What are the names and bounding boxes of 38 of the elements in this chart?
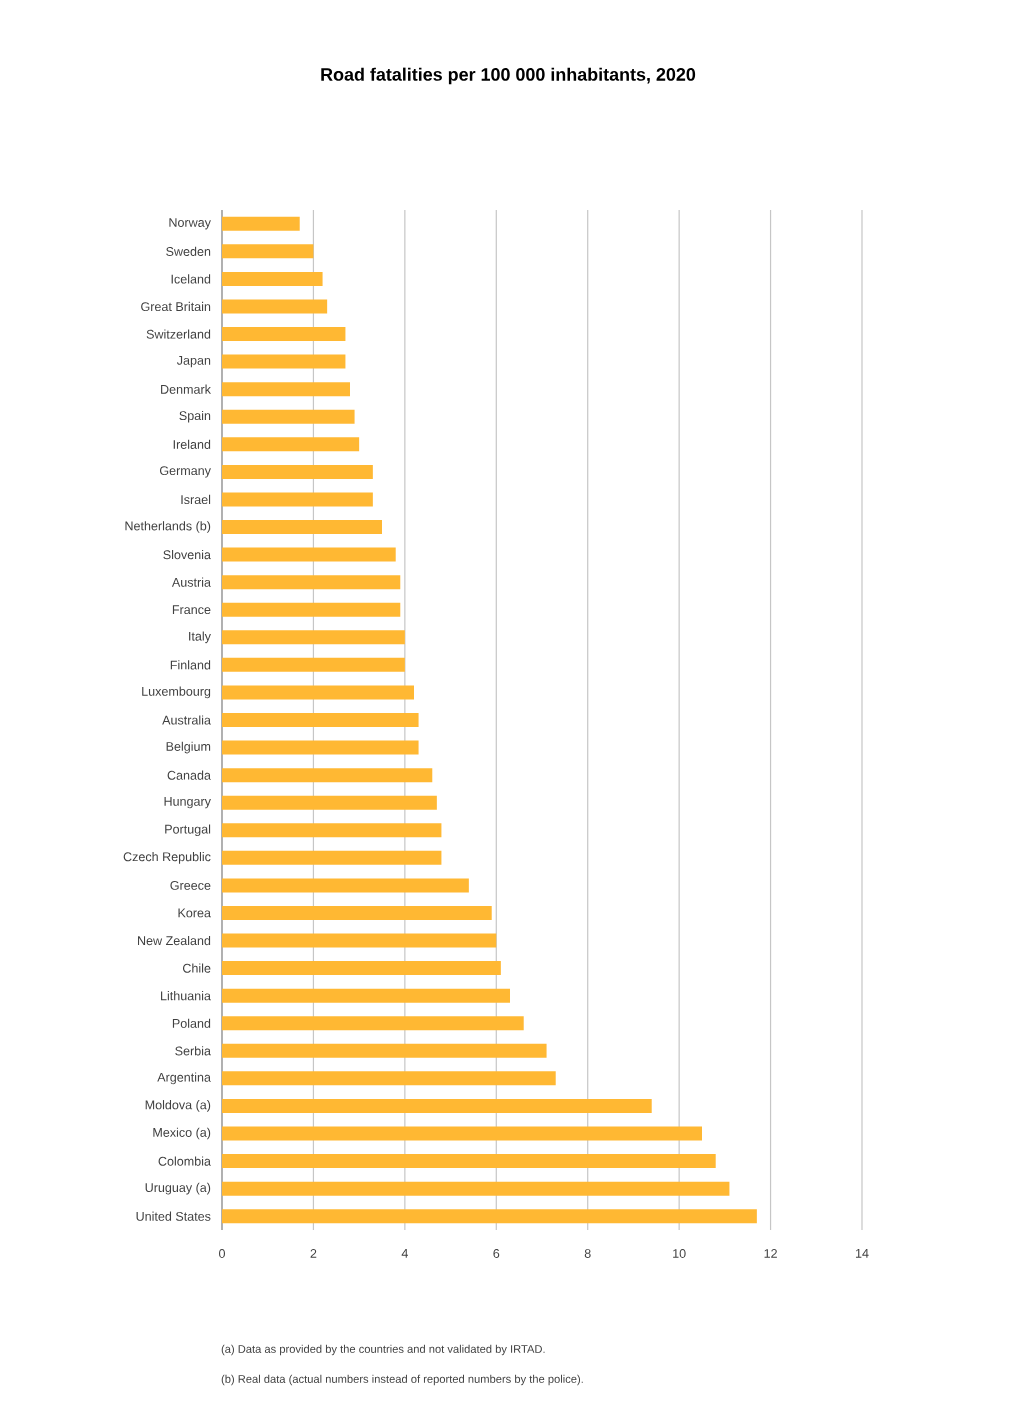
bar <box>222 1098 652 1113</box>
bar <box>222 850 442 865</box>
bar <box>222 823 442 838</box>
bar <box>222 795 437 810</box>
bar <box>222 657 405 672</box>
bar <box>222 712 419 727</box>
bar <box>222 878 469 893</box>
bar <box>222 299 328 314</box>
bar <box>222 988 510 1003</box>
bar <box>222 520 382 535</box>
bar <box>222 602 401 617</box>
bar <box>222 1154 716 1169</box>
bar <box>222 1071 556 1086</box>
chart-title: Road fatalities per 100 000 inhabitants, 2020 <box>321 67 696 85</box>
bar <box>222 961 501 976</box>
bar <box>222 464 373 479</box>
bar <box>222 354 346 369</box>
bar <box>222 630 405 645</box>
bar <box>222 1043 547 1058</box>
bar <box>222 685 414 700</box>
bar <box>222 1181 730 1196</box>
bar <box>222 740 419 755</box>
bar <box>222 327 346 342</box>
bar <box>222 382 350 397</box>
bar <box>222 1209 757 1224</box>
bar <box>222 492 373 507</box>
bar <box>222 1126 702 1141</box>
bar <box>222 547 396 562</box>
bar <box>222 768 433 783</box>
bar <box>222 437 360 452</box>
bar <box>222 1016 524 1031</box>
bar <box>222 905 492 920</box>
bar <box>222 933 497 948</box>
bar <box>222 409 355 424</box>
bar <box>222 244 314 259</box>
bar <box>222 216 300 231</box>
bar <box>222 271 323 286</box>
bar <box>222 575 401 590</box>
